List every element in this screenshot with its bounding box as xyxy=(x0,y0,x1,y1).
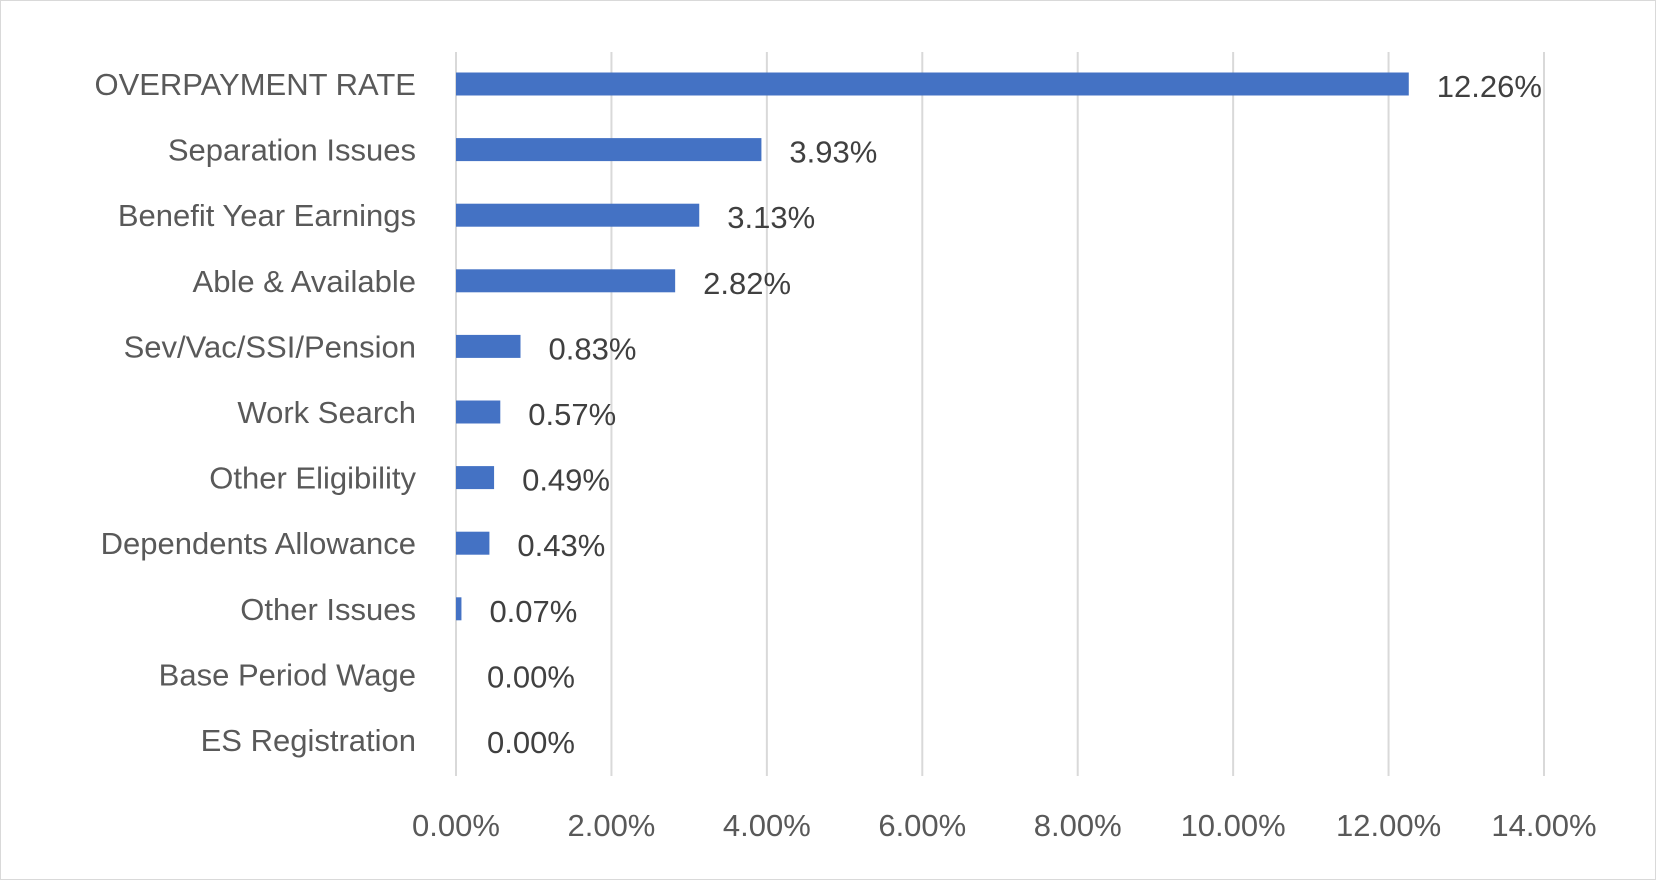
category-label: Base Period Wage xyxy=(159,657,416,692)
category-label: Other Issues xyxy=(240,592,416,627)
bar xyxy=(456,400,501,424)
bar xyxy=(456,138,762,162)
category-label: Separation Issues xyxy=(168,133,416,168)
data-label: 0.07% xyxy=(489,594,577,629)
bar xyxy=(456,334,521,358)
data-label: 0.57% xyxy=(528,397,616,432)
x-tick-label: 6.00% xyxy=(878,808,966,843)
data-label: 3.93% xyxy=(789,135,877,170)
x-tick-label: 10.00% xyxy=(1181,808,1286,843)
category-label: OVERPAYMENT RATE xyxy=(94,67,416,102)
x-tick-label: 8.00% xyxy=(1034,808,1122,843)
bar xyxy=(456,466,495,490)
bar xyxy=(456,203,700,227)
category-label: Other Eligibility xyxy=(209,461,416,496)
x-tick-label: 0.00% xyxy=(412,808,500,843)
data-label: 12.26% xyxy=(1437,69,1542,104)
bar xyxy=(456,72,1409,96)
bar xyxy=(456,269,676,293)
x-tick-label: 14.00% xyxy=(1491,808,1596,843)
category-label: Sev/Vac/SSI/Pension xyxy=(124,329,416,364)
data-label: 0.00% xyxy=(487,659,575,694)
category-label: Dependents Allowance xyxy=(101,526,416,561)
category-label: Able & Available xyxy=(193,264,416,299)
x-tick-label: 2.00% xyxy=(567,808,655,843)
data-label: 2.82% xyxy=(703,266,791,301)
data-label: 0.00% xyxy=(487,725,575,760)
data-label: 0.83% xyxy=(549,331,637,366)
category-label: Work Search xyxy=(237,395,416,430)
data-label: 0.49% xyxy=(522,463,610,498)
data-label: 0.43% xyxy=(517,528,605,563)
category-label: Benefit Year Earnings xyxy=(118,198,416,233)
category-label: ES Registration xyxy=(201,723,416,758)
data-label: 3.13% xyxy=(727,200,815,235)
x-tick-label: 4.00% xyxy=(723,808,811,843)
x-tick-label: 12.00% xyxy=(1336,808,1441,843)
bar xyxy=(456,597,462,621)
bar xyxy=(456,531,490,555)
